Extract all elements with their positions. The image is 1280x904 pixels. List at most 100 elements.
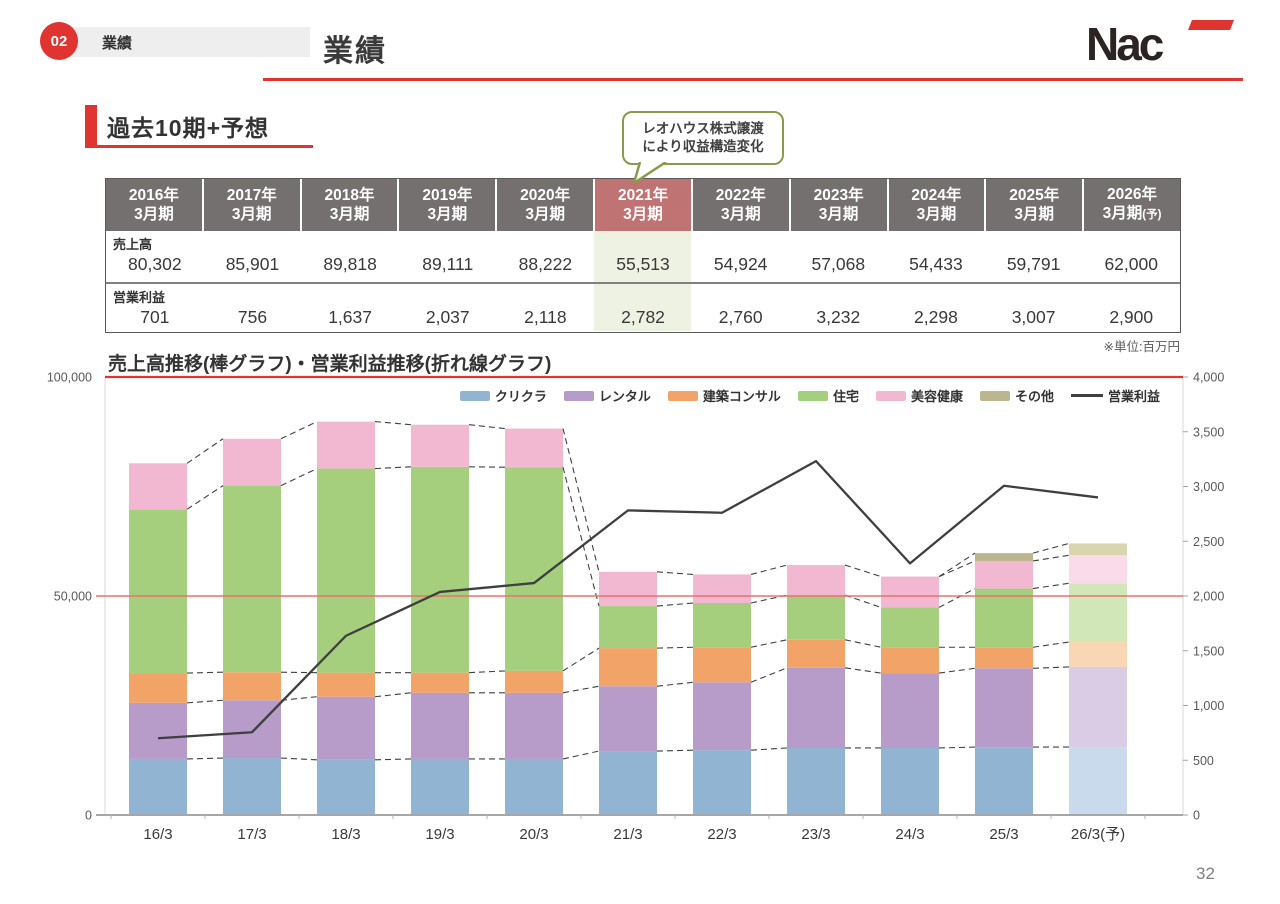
bar-segment-クリクラ (881, 747, 939, 815)
chart-legend: クリクラ レンタル 建築コンサル 住宅 美容健康 その他 営業利益 (459, 386, 1160, 405)
segment-connector (938, 560, 976, 578)
bar-segment-美容健康 (881, 576, 939, 608)
bar-segment-住宅 (975, 588, 1033, 648)
bar-segment-レンタル (223, 700, 281, 759)
legend-item: クリクラ (459, 386, 547, 405)
table-cell: 3,007 (1011, 306, 1056, 327)
legend-item: 美容健康 (875, 386, 963, 405)
table-column-header: 2025年 3月期 (986, 179, 1085, 231)
bar-segment-美容健康 (693, 574, 751, 604)
table-column-header: 2023年 3月期 (790, 179, 889, 231)
table-row: 701 756 1,637 2,037 2,118 2,782 2,760 3,232 2,29… (106, 305, 1180, 335)
bar-segment-建築コンサル (223, 672, 281, 701)
table-column-header: 2018年 3月期 (301, 179, 400, 231)
x-axis-label: 23/3 (801, 826, 830, 843)
bar-segment-住宅 (693, 603, 751, 648)
x-axis-label: 20/3 (519, 826, 548, 843)
bar-segment-その他 (1069, 543, 1127, 556)
right-axis-label: 3,500 (1193, 425, 1224, 439)
x-axis-label: 24/3 (895, 826, 924, 843)
segment-connector (750, 667, 788, 683)
segment-connector (374, 466, 412, 470)
right-axis-label: 2,000 (1193, 590, 1224, 604)
table-cell: 2,118 (524, 306, 567, 327)
bar-segment-レンタル (787, 667, 845, 748)
segment-connector (750, 564, 788, 575)
bar-segment-住宅 (1069, 583, 1127, 642)
table-column-header: 2024年 3月期 (888, 179, 987, 231)
segment-connector (374, 421, 412, 426)
bar-segment-美容健康 (787, 565, 845, 596)
table-cell: 85,901 (225, 254, 280, 274)
page-number: 32 (1196, 864, 1215, 883)
table-cell: 2,298 (914, 306, 958, 327)
bar-segment-建築コンサル (787, 639, 845, 668)
segment-connector (1032, 554, 1070, 562)
segment-connector (280, 757, 318, 761)
bar-segment-レンタル (1069, 666, 1127, 748)
bar-segment-美容健康 (1069, 555, 1127, 584)
table-cell: 54,433 (909, 254, 963, 274)
table-row: 80,302 85,901 89,818 89,111 88,222 55,513 54,9… (106, 252, 1180, 282)
segment-connector (280, 696, 318, 701)
section-heading: 過去10期+予想 (107, 115, 270, 141)
logo-text: Nac (1088, 18, 1164, 70)
segment-connector (1032, 582, 1070, 590)
table-row-label: 売上高 (113, 237, 153, 252)
callout-line2: により収益構造変化 (642, 139, 764, 154)
bar-segment-クリクラ (1069, 747, 1127, 815)
table-body: 売上高 80,302 85,901 89,818 89,111 88,222 55,513 5… (106, 231, 1180, 331)
legend-item: その他 (979, 386, 1054, 405)
left-axis-label: 0 (85, 809, 92, 823)
operating-profit-line (157, 459, 1099, 740)
segment-connector (1032, 641, 1070, 648)
bar-segment-建築コンサル (129, 673, 187, 703)
bar-segment-住宅 (505, 467, 563, 671)
bar-segment-レンタル (693, 682, 751, 751)
table-column-header: 2020年 3月期 (497, 179, 596, 231)
segment-connector (656, 681, 694, 687)
segment-connector (468, 670, 506, 674)
segment-connector (656, 602, 694, 607)
segment-connector (280, 468, 318, 487)
bar-segment-レンタル (317, 696, 375, 760)
table-column-header: 2022年 3月期 (692, 179, 791, 231)
table-column-header: 2016年 3月期 (106, 179, 204, 231)
segment-connector (186, 438, 224, 464)
bar-segment-クリクラ (787, 747, 845, 815)
table-cell: 59,791 (1006, 254, 1061, 274)
segment-connector (562, 467, 600, 607)
bar-segment-住宅 (599, 606, 657, 649)
segment-connector (374, 692, 412, 698)
bar-segment-レンタル (505, 692, 563, 759)
section-tab-label: 業績 (102, 34, 133, 52)
callout-tail (632, 162, 667, 185)
x-axis-label: 16/3 (143, 826, 172, 843)
segment-connector (186, 757, 224, 760)
table-cell: 701 (140, 306, 170, 327)
segment-connector (750, 639, 788, 648)
x-axis-label: 22/3 (707, 826, 736, 843)
legend-line-swatch (1070, 394, 1103, 397)
bar-segment-クリクラ (505, 758, 563, 815)
bar-segment-美容健康 (223, 438, 281, 486)
bar-segment-建築コンサル (881, 647, 939, 674)
bar-segment-建築コンサル (411, 672, 469, 693)
legend-label: レンタル (598, 389, 651, 404)
legend-item: 住宅 (797, 386, 859, 405)
unit-note: ※単位:百万円 (1103, 340, 1180, 354)
segment-connector (186, 485, 224, 510)
segment-connector (468, 424, 506, 430)
table-cell: 62,000 (1104, 254, 1158, 274)
callout-bubble: レオハウス株式譲渡 により収益構造変化 (622, 111, 784, 165)
bar-segment-美容健康 (975, 560, 1033, 589)
title-underline (263, 78, 1243, 81)
page-title: 業績 (323, 35, 387, 68)
segment-connector (1032, 542, 1070, 554)
bar-segment-クリクラ (975, 747, 1033, 815)
section-tab: 業績 (62, 27, 310, 57)
legend-swatch (667, 390, 698, 401)
legend-label: その他 (1014, 389, 1054, 404)
legend-item: レンタル (563, 386, 651, 405)
bar-segment-住宅 (317, 468, 375, 673)
